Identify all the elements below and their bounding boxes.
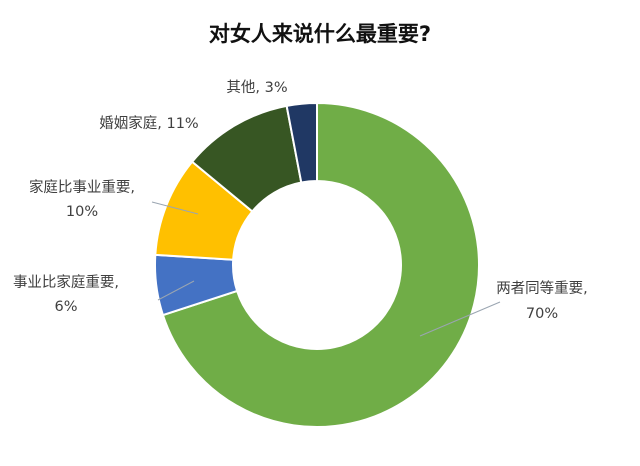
slice-label-0: 两者同等重要, [496, 279, 588, 297]
slice-value-2: 10% [66, 204, 98, 220]
slice-label-3: 婚姻家庭, 11% [99, 115, 198, 132]
leader-line-1 [157, 280, 195, 301]
slice-value-0: 70% [526, 306, 558, 322]
slice-label-1: 事业比家庭重要, [13, 274, 119, 291]
leader-line-2 [151, 201, 199, 215]
slice-label-4: 其他, 3% [226, 79, 287, 96]
slice-label-2: 家庭比事业重要, [29, 179, 135, 196]
slices-layer [154, 101, 480, 428]
donut-slice-0 [161, 101, 480, 428]
slice-value-1: 6% [54, 299, 77, 315]
chart-title: 对女人来说什么最重要? [209, 22, 431, 46]
donut-slice-4 [285, 101, 318, 184]
leader-lines-layer [151, 201, 501, 337]
labels-layer: 两者同等重要, 70% 事业比家庭重要, 6% 家庭比事业重要, 10% 婚姻家庭, 11%… [13, 79, 588, 322]
leader-line-0 [419, 301, 501, 337]
